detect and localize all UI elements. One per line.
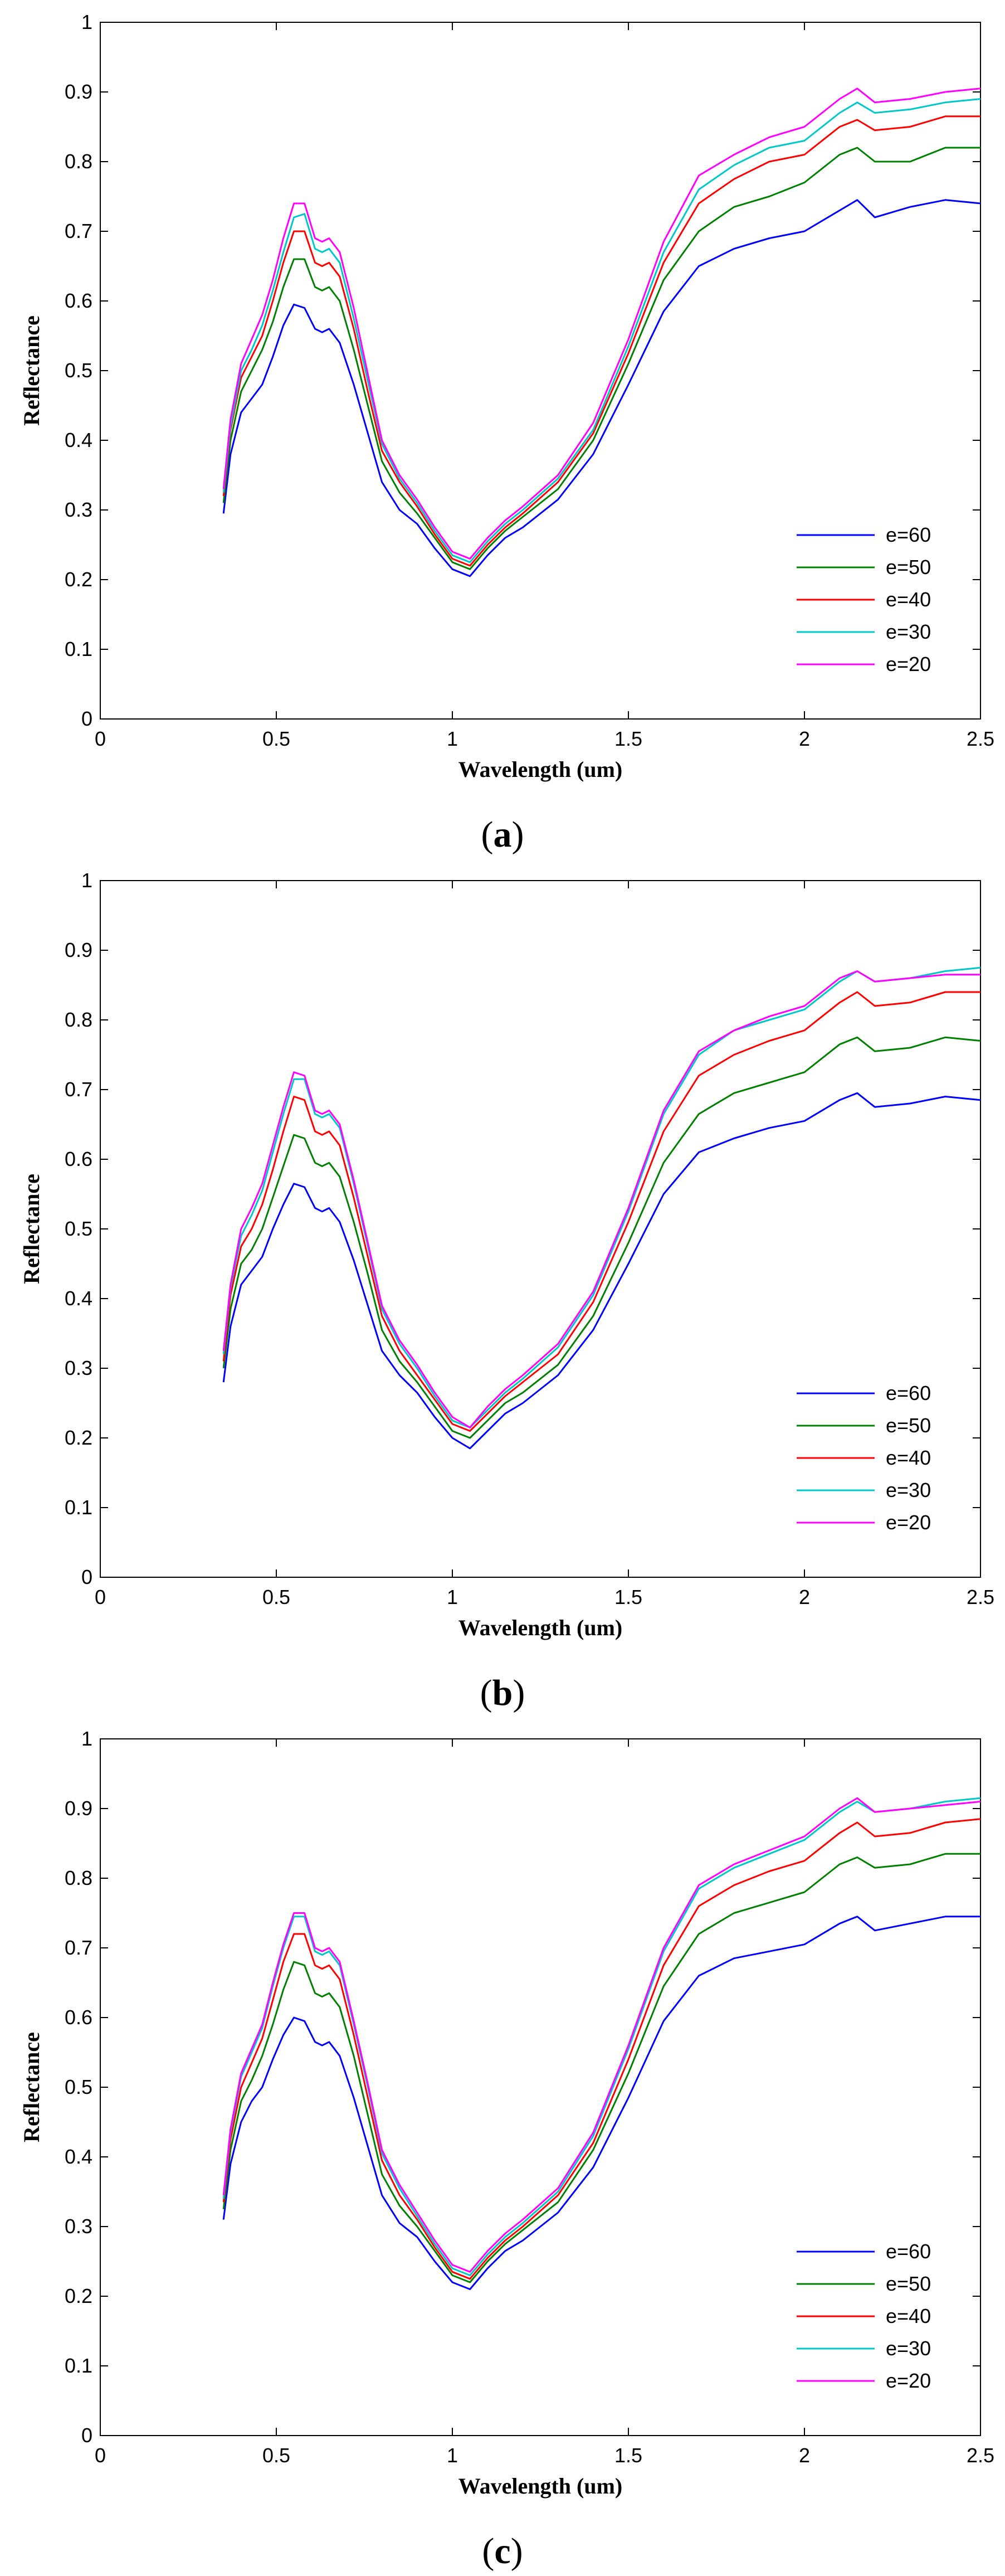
- series-line-e=20: [222, 970, 980, 1428]
- legend-label-e=20: e=20: [886, 1511, 931, 1534]
- x-tick-label: 2: [799, 1586, 810, 1608]
- x-tick-label: 1.5: [614, 2444, 642, 2467]
- figure-panel-b: 0 0.1 0.2 0.3 0.4 0.5 0.6 0.7 0.8 0.9 1 0 0.5 1 1.5 2 2.…: [0, 858, 1005, 1717]
- legend-label-e=40: e=40: [886, 1446, 931, 1469]
- plot-frame: [100, 22, 981, 720]
- y-tick-label: 1: [81, 869, 92, 892]
- y-tick-label: 0.7: [65, 1078, 92, 1101]
- y-tick-label: 0.2: [65, 1426, 92, 1449]
- y-tick-label: 0.4: [65, 429, 92, 451]
- x-tick-label: 2.5: [967, 2444, 994, 2467]
- y-tick-label: 0.3: [65, 2215, 92, 2238]
- y-tick-label: 0.5: [65, 359, 92, 382]
- x-tick-label: 1: [447, 2444, 458, 2467]
- x-tick-label: 0.5: [262, 2444, 290, 2467]
- legend-label-e=30: e=30: [886, 620, 931, 643]
- legend-label-e=20: e=20: [886, 653, 931, 675]
- y-tick-label: 0.7: [65, 1936, 92, 1959]
- reflectance-chart-a: 0 0.1 0.2 0.3 0.4 0.5 0.6 0.7 0.8 0.9 1 0 0.5 1 1.5 2 2.…: [19, 11, 994, 782]
- series-line-e=40: [222, 991, 980, 1432]
- y-tick-label: 0.1: [65, 1496, 92, 1519]
- x-tick-label: 2: [799, 727, 810, 750]
- figure-panel-a: 0 0.1 0.2 0.3 0.4 0.5 0.6 0.7 0.8 0.9 1 0 0.5 1 1.5 2 2.…: [0, 0, 1005, 858]
- y-axis-label: Reflectance: [19, 2032, 44, 2142]
- caption-b: (b): [480, 1673, 525, 1713]
- y-tick-label: 0.9: [65, 80, 92, 103]
- series-line-e=50: [222, 1036, 981, 1439]
- y-tick-label: 0.4: [65, 1287, 92, 1310]
- legend-label-e=60: e=60: [886, 1382, 931, 1404]
- series-line-e=40: [222, 115, 980, 567]
- y-tick-label: 0.8: [65, 150, 92, 173]
- series-line-e=50: [222, 147, 980, 570]
- series-line-e=40: [222, 1818, 981, 2280]
- series-line-e=30: [222, 966, 981, 1428]
- y-tick-label: 0.5: [65, 2076, 92, 2098]
- x-tick-label: 0: [95, 2444, 106, 2467]
- caption-a: (a): [481, 814, 524, 855]
- x-tick-label: 1.5: [614, 727, 642, 750]
- plot-frame: [100, 1738, 981, 2436]
- reflectance-chart-c: 0 0.1 0.2 0.3 0.4 0.5 0.6 0.7 0.8 0.9 1 0 0.5 1 1.5 2 2.…: [19, 1727, 994, 2499]
- y-tick-label: 0.8: [65, 1867, 92, 1889]
- series-line-e=30: [222, 1797, 981, 2276]
- caption-c: (c): [482, 2531, 523, 2572]
- x-tick-label: 2.5: [967, 727, 994, 750]
- x-tick-label: 1.5: [614, 1586, 642, 1608]
- y-tick-label: 0.2: [65, 568, 92, 591]
- series-line-e=60: [222, 199, 981, 577]
- series-line-e=60: [222, 1092, 981, 1450]
- y-axis-label: Reflectance: [19, 315, 44, 426]
- y-tick-label: 0: [81, 1566, 92, 1588]
- y-tick-label: 0: [81, 707, 92, 730]
- series-line-e=50: [222, 1853, 980, 2283]
- x-axis-label: Wavelength (um): [458, 2473, 622, 2499]
- legend-label-e=60: e=60: [886, 523, 931, 546]
- x-axis-label: Wavelength (um): [458, 1615, 622, 1640]
- y-tick-label: 1: [81, 1727, 92, 1750]
- plot-frame: [100, 880, 981, 1578]
- series-line-e=60: [222, 1916, 980, 2290]
- legend-label-e=30: e=30: [886, 2337, 931, 2360]
- y-tick-label: 0.4: [65, 2145, 92, 2168]
- y-tick-label: 0.6: [65, 2006, 92, 2029]
- legend-label-e=40: e=40: [886, 2305, 931, 2327]
- series-line-e=30: [222, 98, 981, 563]
- x-tick-label: 2: [799, 2444, 810, 2467]
- y-tick-label: 0.2: [65, 2285, 92, 2307]
- y-tick-label: 0.3: [65, 1357, 92, 1379]
- legend-label-e=50: e=50: [886, 556, 931, 579]
- y-tick-label: 0.3: [65, 498, 92, 521]
- reflectance-chart-b: 0 0.1 0.2 0.3 0.4 0.5 0.6 0.7 0.8 0.9 1 0 0.5 1 1.5 2 2.…: [19, 869, 994, 1640]
- x-tick-label: 0: [95, 727, 106, 750]
- legend-label-e=50: e=50: [886, 1414, 931, 1437]
- legend-label-e=40: e=40: [886, 588, 931, 611]
- y-tick-label: 0: [81, 2424, 92, 2447]
- legend-label-e=20: e=20: [886, 2369, 931, 2392]
- y-axis-label: Reflectance: [19, 1174, 44, 1284]
- x-axis-label: Wavelength (um): [458, 757, 622, 782]
- y-tick-label: 1: [81, 11, 92, 33]
- y-tick-label: 0.1: [65, 638, 92, 660]
- x-tick-label: 2.5: [967, 1586, 994, 1608]
- y-tick-label: 0.9: [65, 1797, 92, 1820]
- x-tick-label: 0.5: [262, 1586, 290, 1608]
- y-tick-label: 0.6: [65, 1148, 92, 1170]
- y-tick-label: 0.6: [65, 289, 92, 312]
- series-line-e=20: [222, 1797, 981, 2273]
- y-tick-label: 0.7: [65, 220, 92, 242]
- x-tick-label: 1: [447, 727, 458, 750]
- legend-label-e=50: e=50: [886, 2272, 931, 2295]
- legend-label-e=60: e=60: [886, 2240, 931, 2263]
- y-tick-label: 0.1: [65, 2354, 92, 2377]
- x-tick-label: 1: [447, 1586, 458, 1608]
- x-tick-label: 0: [95, 1586, 106, 1608]
- x-tick-label: 0.5: [262, 727, 290, 750]
- y-tick-label: 0.9: [65, 939, 92, 961]
- y-tick-label: 0.5: [65, 1217, 92, 1240]
- y-tick-label: 0.8: [65, 1008, 92, 1031]
- legend-label-e=30: e=30: [886, 1479, 931, 1501]
- series-line-e=20: [222, 88, 981, 560]
- figure-panel-c: 0 0.1 0.2 0.3 0.4 0.5 0.6 0.7 0.8 0.9 1 0 0.5 1 1.5 2 2.…: [0, 1717, 1005, 2575]
